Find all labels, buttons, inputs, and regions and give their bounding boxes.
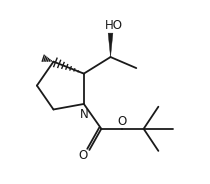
Text: O: O [78,149,88,162]
Polygon shape [108,33,113,57]
Text: HO: HO [105,19,123,32]
Text: N: N [79,108,88,121]
Text: O: O [118,115,127,128]
